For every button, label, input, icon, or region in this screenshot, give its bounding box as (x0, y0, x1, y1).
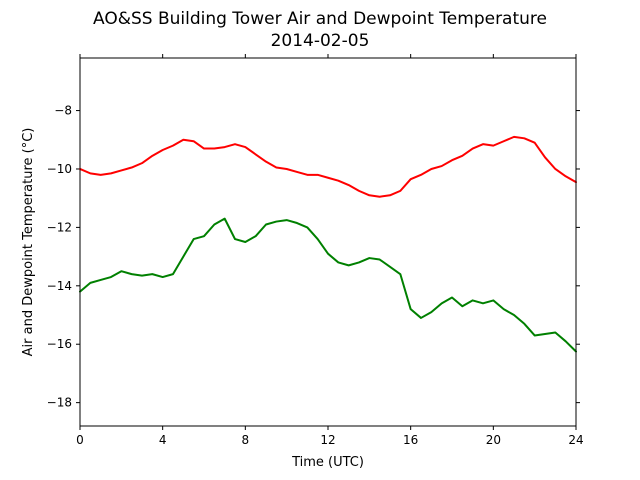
x-tick-label: 8 (242, 433, 250, 447)
y-tick-label: −8 (54, 104, 72, 118)
y-tick-label: −18 (47, 396, 72, 410)
x-tick-label: 24 (568, 433, 583, 447)
x-axis-label: Time (UTC) (291, 455, 364, 470)
x-tick-label: 20 (486, 433, 501, 447)
y-tick-label: −12 (47, 220, 72, 234)
chart-title: AO&SS Building Tower Air and Dewpoint Te… (93, 9, 547, 29)
x-tick-label: 4 (159, 433, 167, 447)
y-axis-label: Air and Dewpoint Temperature (°C) (21, 128, 36, 357)
series-line-0 (79, 135, 577, 198)
x-axis-ticks: 0 4 8 12 16 20 24 (76, 54, 584, 447)
series-line-1 (79, 217, 577, 353)
chart-subtitle: 2014-02-05 (271, 31, 370, 51)
y-axis-ticks: −18 −16 −14 −12 −10 −8 (47, 104, 580, 410)
x-tick-label: 0 (76, 433, 84, 447)
plot-area-frame (79, 57, 577, 427)
y-tick-label: −16 (47, 337, 72, 351)
y-tick-label: −10 (47, 162, 72, 176)
x-tick-label: 16 (403, 433, 418, 447)
y-tick-label: −14 (47, 279, 72, 293)
x-tick-label: 12 (320, 433, 335, 447)
series-layer (79, 135, 577, 353)
